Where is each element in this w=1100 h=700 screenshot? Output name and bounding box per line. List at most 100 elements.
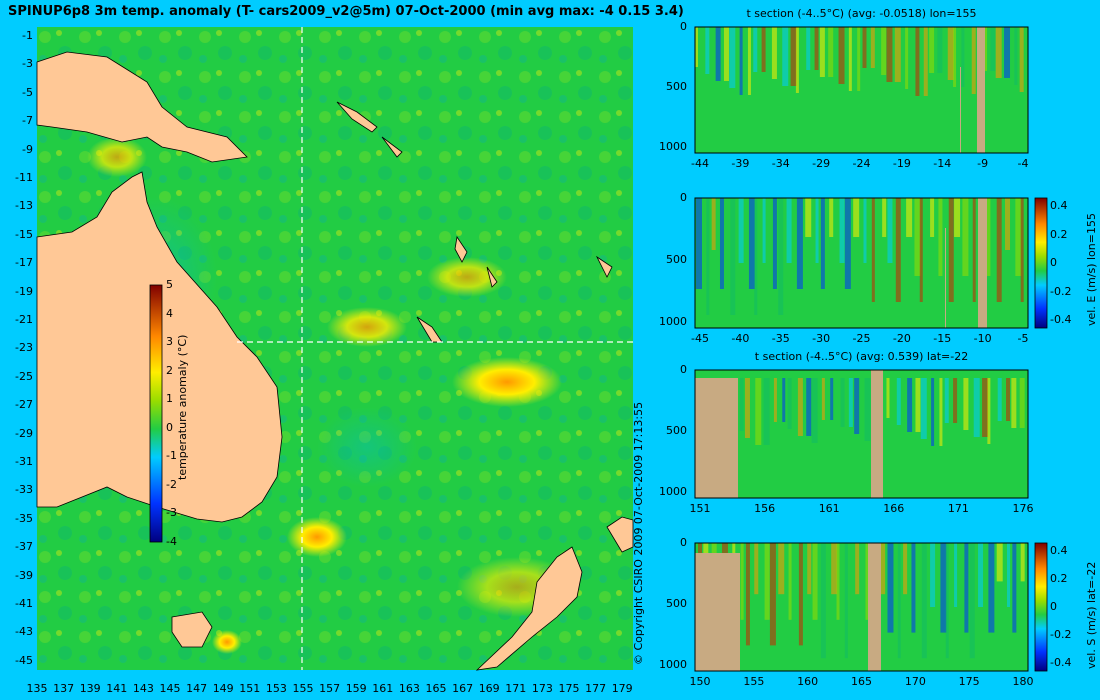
- section-plot: [694, 542, 1029, 672]
- colorbar-tick: 2: [166, 363, 173, 377]
- section-colorbar-label: vel. E (m/s) lon=155: [1085, 213, 1098, 326]
- section-x-tick: 160: [797, 675, 819, 688]
- section-x-tick: -4: [1017, 157, 1029, 170]
- colorbar-tick: -0.2: [1050, 628, 1072, 641]
- map-colorbar: [149, 284, 163, 543]
- map-x-tick: 141: [106, 682, 128, 695]
- section-x-tick: 171: [947, 502, 969, 515]
- section-title: t section (-4..5°C) (avg: 0.539) lat=-22: [754, 350, 969, 363]
- map-x-tick: 151: [239, 682, 261, 695]
- map-y-tick: -29: [15, 426, 33, 440]
- section-y-tick: 500: [666, 80, 687, 93]
- section-x-tick: 161: [818, 502, 840, 515]
- section-plot: [694, 197, 1029, 329]
- section-x-tick: -40: [731, 332, 750, 345]
- section-x-tick: -45: [691, 332, 709, 345]
- map-plot: [36, 27, 634, 671]
- map-y-tick: -15: [15, 227, 33, 241]
- section-x-tick: 175: [958, 675, 980, 688]
- section-x-tick: 150: [689, 675, 711, 688]
- section-y-tick: 0: [680, 191, 687, 204]
- section-x-tick: -9: [977, 157, 989, 170]
- section-plot: [694, 369, 1029, 499]
- section-x-tick: 176: [1012, 502, 1034, 515]
- section-x-tick: -15: [933, 332, 952, 345]
- map-x-tick: 165: [425, 682, 447, 695]
- section-x-tick: -24: [852, 157, 871, 170]
- map-x-tick: 171: [505, 682, 527, 695]
- map-x-tick: 145: [159, 682, 181, 695]
- section-x-tick: -14: [933, 157, 952, 170]
- map-y-tick: -13: [15, 199, 33, 213]
- colorbar-tick: -0.4: [1050, 313, 1072, 326]
- colorbar-tick: 0: [1050, 600, 1057, 613]
- colorbar-tick: 4: [166, 306, 173, 320]
- section-x-tick: 155: [743, 675, 765, 688]
- map-y-tick: -25: [15, 369, 33, 383]
- section-x-tick: -29: [812, 157, 831, 170]
- map-y-tick: -31: [15, 455, 33, 468]
- map-x-tick: 143: [132, 682, 154, 695]
- colorbar-tick: 0: [1050, 256, 1057, 269]
- section-y-tick: 500: [666, 424, 687, 437]
- map-y-tick: -33: [15, 483, 33, 497]
- section-x-tick: -19: [892, 157, 911, 170]
- map-y-tick: -35: [15, 511, 33, 525]
- section-x-tick: 170: [904, 675, 926, 688]
- map-x-tick: 179: [611, 682, 633, 695]
- map-x-tick: 135: [26, 682, 48, 695]
- map-y-tick: -11: [15, 171, 33, 184]
- section-x-tick: 180: [1012, 675, 1034, 688]
- section-x-tick: 151: [689, 502, 711, 515]
- colorbar-tick: 3: [166, 335, 173, 348]
- map-y-tick: -5: [22, 85, 33, 99]
- map-x-tick: 147: [186, 682, 208, 695]
- section-y-tick: 500: [666, 597, 687, 610]
- section-y-tick: 0: [680, 536, 687, 549]
- map-x-tick: 153: [265, 682, 287, 695]
- map-x-tick: 159: [345, 682, 367, 695]
- colorbar-tick: -1: [166, 449, 177, 462]
- map-x-tick: 177: [585, 682, 607, 695]
- map-y-tick: -7: [22, 114, 33, 128]
- section-plot: [694, 26, 1029, 154]
- colorbar-tick: -0.4: [1050, 656, 1072, 669]
- map-x-tick: 155: [292, 682, 314, 695]
- colorbar-tick: -4: [166, 534, 177, 548]
- section-y-tick: 1000: [659, 485, 687, 498]
- section-x-tick: -34: [771, 157, 790, 170]
- colorbar-tick: 0.4: [1050, 544, 1068, 557]
- section-colorbar-label: vel. S (m/s) lat=-22: [1085, 561, 1098, 669]
- map-x-tick: 167: [452, 682, 474, 695]
- figure-title: SPINUP6p8 3m temp. anomaly (T- cars2009_…: [8, 4, 684, 19]
- map-y-tick: -21: [15, 313, 33, 326]
- section-x-tick: -35: [771, 332, 790, 345]
- map-x-tick: 175: [558, 682, 580, 695]
- section-x-tick: -30: [812, 332, 831, 345]
- section-x-tick: -10: [973, 332, 992, 345]
- map-x-tick: 169: [478, 682, 500, 695]
- section-colorbar: [1034, 197, 1048, 329]
- colorbar-tick: 5: [166, 278, 173, 291]
- colorbar-tick: 0: [166, 420, 173, 434]
- section-title: t section (-4..5°C) (avg: -0.0518) lon=1…: [746, 7, 977, 20]
- map-y-tick: -43: [15, 625, 33, 639]
- map-y-tick: -1: [22, 29, 33, 42]
- colorbar-tick: 1: [166, 392, 173, 405]
- map-y-tick: -9: [22, 142, 33, 156]
- map-x-tick: 161: [372, 682, 394, 695]
- map-y-tick: -27: [15, 398, 33, 412]
- section-x-tick: -44: [691, 157, 709, 170]
- section-x-tick: -20: [892, 332, 911, 345]
- colorbar-tick: 0.2: [1050, 572, 1068, 585]
- section-y-tick: 1000: [659, 658, 687, 671]
- map-y-tick: -23: [15, 341, 33, 355]
- map-x-tick: 157: [319, 682, 341, 695]
- section-y-tick: 0: [680, 363, 687, 376]
- map-y-tick: -19: [15, 284, 33, 298]
- section-y-tick: 0: [680, 20, 687, 33]
- map-y-tick: -41: [15, 597, 33, 610]
- section-x-tick: -5: [1017, 332, 1029, 345]
- section-y-tick: 1000: [659, 315, 687, 328]
- map-x-tick: 173: [531, 682, 553, 695]
